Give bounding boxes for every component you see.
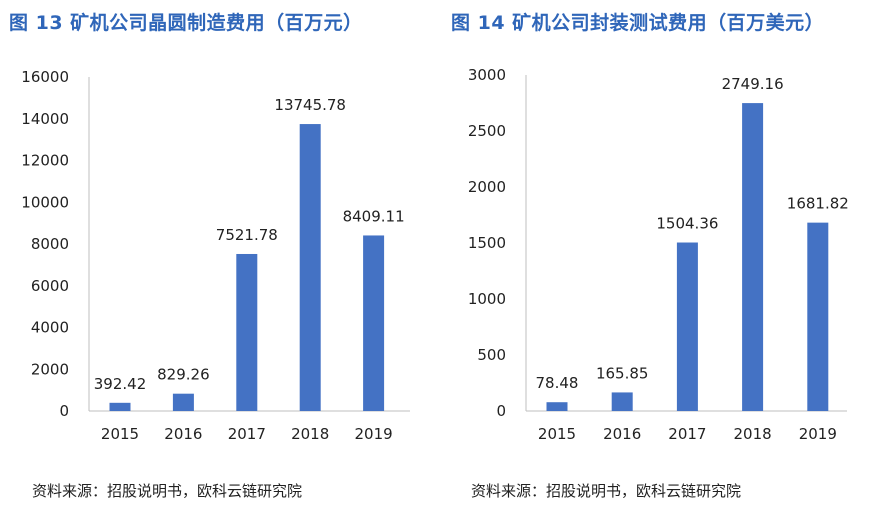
chart-panel-packaging-cost: 图 14 矿机公司封装测试费用（百万美元） 0 500 1000 1500 2000 25… — [437, 0, 875, 518]
x-tick-label-2019: 2019 — [355, 425, 393, 443]
x-tick-label-2019: 2019 — [799, 425, 837, 443]
bar-2015 — [546, 402, 568, 411]
wafer-cost-bar-chart: 0 2000 4000 6000 8000 10000 12000 14000 16000 392… — [21, 68, 410, 443]
y-tick-label: 12000 — [21, 152, 69, 170]
chart-panel-wafer-cost: 图 13 矿机公司晶圆制造费用（百万元） 0 2000 4000 6000 8000 10… — [0, 0, 437, 518]
bar-2017 — [236, 253, 258, 411]
data-label-2016: 829.26 — [157, 366, 210, 384]
y-tick-label: 1500 — [468, 234, 506, 252]
packaging-cost-bar-chart: 0 500 1000 1500 2000 2500 3000 78.48 2015 165.85 2… — [468, 66, 849, 443]
source-note: 资料来源：招股说明书，欧科云链研究院 — [32, 482, 303, 500]
x-tick-label-2015: 2015 — [101, 425, 139, 443]
data-label-2018: 13745.78 — [274, 96, 346, 114]
x-tick-label-2017: 2017 — [668, 425, 706, 443]
bar-2016 — [172, 393, 194, 411]
y-tick-label: 2000 — [31, 360, 69, 378]
data-label-2017: 7521.78 — [216, 226, 278, 244]
y-tick-label: 2000 — [468, 178, 506, 196]
data-label-2019: 1681.82 — [787, 195, 849, 213]
y-tick-label: 6000 — [31, 277, 69, 295]
y-tick-label: 0 — [59, 402, 69, 420]
data-label-2019: 8409.11 — [343, 207, 405, 225]
x-tick-label-2017: 2017 — [228, 425, 266, 443]
y-tick-label: 16000 — [21, 68, 69, 86]
x-tick-label-2016: 2016 — [603, 425, 641, 443]
chart-title: 图 14 矿机公司封装测试费用（百万美元） — [451, 12, 825, 34]
chart-title: 图 13 矿机公司晶圆制造费用（百万元） — [9, 12, 363, 34]
y-tick-label: 2500 — [468, 122, 506, 140]
y-tick-label: 8000 — [31, 235, 69, 253]
data-label-2015: 78.48 — [536, 374, 579, 392]
y-tick-label: 0 — [496, 402, 506, 420]
bar-2017 — [676, 242, 698, 411]
data-label-2016: 165.85 — [596, 364, 649, 382]
y-tick-label: 14000 — [21, 110, 69, 128]
source-note: 资料来源：招股说明书，欧科云链研究院 — [471, 482, 742, 500]
x-tick-label-2018: 2018 — [734, 425, 772, 443]
y-tick-label: 1000 — [468, 290, 506, 308]
bar-2019 — [807, 222, 829, 411]
y-tick-label: 3000 — [468, 66, 506, 84]
data-label-2018: 2749.16 — [722, 75, 784, 93]
bar-2016 — [611, 392, 633, 411]
bar-2015 — [109, 402, 131, 411]
y-tick-label: 10000 — [21, 193, 69, 211]
y-tick-label: 500 — [477, 346, 506, 364]
y-tick-label: 4000 — [31, 319, 69, 337]
data-label-2015: 392.42 — [94, 375, 147, 393]
bar-2019 — [363, 235, 385, 411]
x-tick-label-2016: 2016 — [164, 425, 202, 443]
x-tick-label-2015: 2015 — [538, 425, 576, 443]
bar-2018 — [299, 124, 321, 412]
bar-2018 — [742, 103, 764, 411]
data-label-2017: 1504.36 — [656, 215, 718, 233]
x-tick-label-2018: 2018 — [291, 425, 329, 443]
